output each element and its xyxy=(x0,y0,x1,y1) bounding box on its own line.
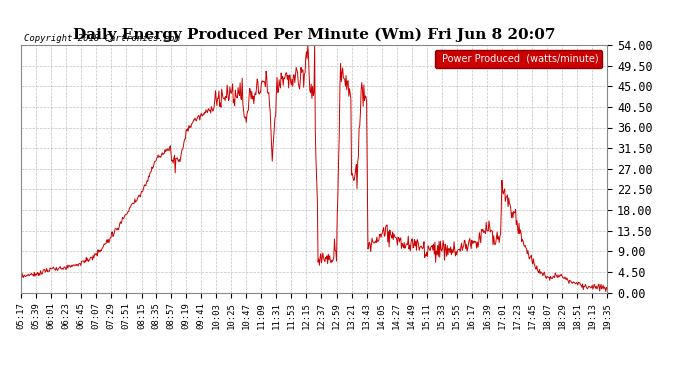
Text: Copyright 2018 Cartronics.com: Copyright 2018 Cartronics.com xyxy=(23,33,179,42)
Legend: Power Produced  (watts/minute): Power Produced (watts/minute) xyxy=(435,50,602,68)
Title: Daily Energy Produced Per Minute (Wm) Fri Jun 8 20:07: Daily Energy Produced Per Minute (Wm) Fr… xyxy=(72,28,555,42)
